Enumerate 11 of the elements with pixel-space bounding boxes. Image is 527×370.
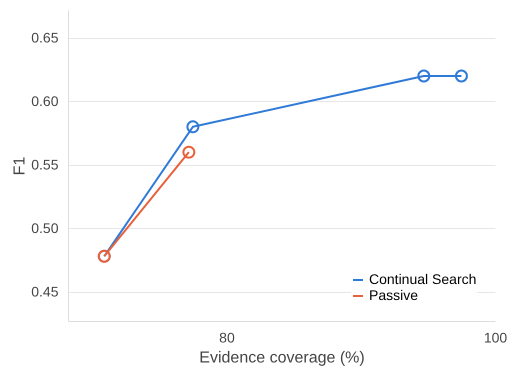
y-tick-label: 0.60 [31,92,59,109]
y-tick-label: 0.50 [31,220,59,236]
y-tick-label: 0.45 [31,283,59,300]
x-tick-label: 80 [219,330,235,346]
legend-label: Continual Search [369,271,476,287]
y-tick-label: 0.65 [31,29,59,46]
y-axis-title: F1 [11,156,28,176]
y-tick-label: 0.55 [31,156,59,172]
x-tick-label: 100 [484,330,508,346]
x-axis-title: Evidence coverage (%) [199,350,365,366]
legend-label: Passive [369,287,418,303]
